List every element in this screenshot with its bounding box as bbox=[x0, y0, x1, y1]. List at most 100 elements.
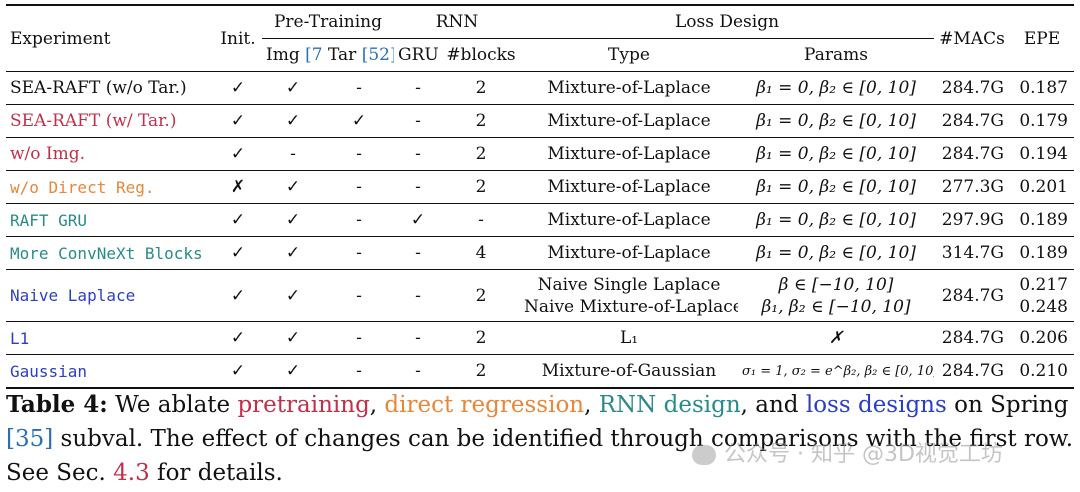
row-tar: - bbox=[324, 137, 394, 171]
row-epe-line-1: 0.217 bbox=[1019, 274, 1068, 295]
watermark: 公众号 · 知乎 @3D视觉工坊 bbox=[692, 436, 1003, 468]
row-type: Mixture-of-Laplace bbox=[520, 71, 738, 105]
row-macs: 284.7G bbox=[934, 71, 1010, 105]
row-params-line-1: β ∈ [−10, 10] bbox=[778, 274, 894, 295]
header-gru: GRU bbox=[398, 45, 439, 65]
row-params-line-2: β₁, β₂ ∈ [−10, 10] bbox=[761, 296, 911, 317]
row-experiment: w/o Direct Reg. bbox=[6, 170, 214, 204]
row-experiment: Naive Laplace bbox=[6, 269, 214, 322]
row-img: - bbox=[262, 137, 324, 171]
row-tar: ✓ bbox=[324, 104, 394, 138]
caption-label: Table 4: bbox=[6, 391, 108, 418]
row-init: ✓ bbox=[214, 137, 262, 171]
header-tar-ref: [52] bbox=[361, 45, 394, 65]
row-gru: - bbox=[394, 104, 442, 138]
header-rnn: RNN bbox=[394, 5, 520, 39]
row-blocks: 2 bbox=[442, 354, 520, 388]
row-params: β₁ = 0, β₂ ∈ [0, 10] bbox=[738, 236, 934, 270]
row-experiment: L1 bbox=[6, 321, 214, 355]
table-row: L1 ✓ ✓ - -2 L₁ ✗ 284.7G 0.206 bbox=[6, 321, 1074, 355]
row-blocks: 4 bbox=[442, 236, 520, 270]
table-row: Gaussian ✓ ✓ - -2 Mixture-of-Gaussian σ₁ = 1, … bbox=[6, 354, 1074, 388]
results-table-container: Experiment Init. Pre-Training RNN Loss D… bbox=[6, 4, 1074, 389]
caption-ref-35[interactable]: [35] bbox=[6, 426, 54, 452]
row-macs: 284.7G bbox=[934, 137, 1010, 171]
row-gru: - bbox=[394, 71, 442, 105]
row-blocks: 2 bbox=[442, 170, 520, 204]
caption-loss-designs: loss designs bbox=[805, 392, 947, 418]
row-params: β₁ = 0, β₂ ∈ [0, 10] bbox=[738, 104, 934, 138]
header-blocks: #blocks bbox=[446, 45, 516, 65]
row-type-line-1: Naive Single Laplace bbox=[537, 274, 721, 295]
row-init: ✓ bbox=[214, 71, 262, 105]
row-type: Mixture-of-Laplace bbox=[520, 203, 738, 237]
header-tar: Tar [52] bbox=[324, 39, 394, 72]
row-blocks: 2 bbox=[442, 269, 520, 322]
row-params: β₁ = 0, β₂ ∈ [0, 10] bbox=[738, 203, 934, 237]
header-params: Params bbox=[804, 45, 868, 65]
row-epe: 0.189 bbox=[1010, 236, 1074, 270]
row-gru: - bbox=[394, 354, 442, 388]
row-type: Mixture-of-Laplace bbox=[520, 137, 738, 171]
header-tar-label: Tar bbox=[328, 45, 357, 65]
header-pretraining: Pre-Training bbox=[262, 5, 394, 39]
caption-text-1: We ablate bbox=[107, 392, 238, 418]
header-macs: #MACs bbox=[939, 28, 1005, 49]
row-init: ✓ bbox=[214, 354, 262, 388]
caption-text-3: , bbox=[584, 392, 599, 418]
row-init: ✗ bbox=[214, 170, 262, 204]
row-blocks: 2 bbox=[442, 104, 520, 138]
table-header: Experiment Init. Pre-Training RNN Loss D… bbox=[6, 5, 1074, 72]
row-tar: - bbox=[324, 170, 394, 204]
row-blocks: 2 bbox=[442, 71, 520, 105]
table-body: SEA-RAFT (w/o Tar.) ✓ ✓ - -2 Mixture-of-Lapla… bbox=[6, 71, 1074, 388]
caption-text-5: on Spring bbox=[946, 392, 1069, 418]
row-tar: - bbox=[324, 354, 394, 388]
table-row: Naive Laplace ✓ ✓ - -2 Naive Single Laplace Na… bbox=[6, 269, 1074, 322]
row-experiment: Gaussian bbox=[6, 354, 214, 388]
header-type: Type bbox=[608, 45, 650, 65]
row-img: ✓ bbox=[262, 170, 324, 204]
header-img: Img [7] bbox=[262, 39, 324, 72]
row-init: ✓ bbox=[214, 104, 262, 138]
row-epe: 0.210 bbox=[1010, 354, 1074, 388]
table-row: w/o Direct Reg. ✗ ✓ - -2 Mixture-of-Laplace β₁… bbox=[6, 170, 1074, 204]
row-tar: - bbox=[324, 71, 394, 105]
wechat-icon bbox=[692, 445, 716, 465]
table-row: More ConvNeXt Blocks ✓ ✓ - -4 Mixture-of-Lapl… bbox=[6, 236, 1074, 270]
row-img: ✓ bbox=[262, 269, 324, 322]
watermark-text: 公众号 · 知乎 @3D视觉工坊 bbox=[724, 442, 1003, 467]
table-caption: Table 4: We ablate pretraining, direct r… bbox=[6, 388, 1076, 490]
ablation-table: Experiment Init. Pre-Training RNN Loss D… bbox=[6, 4, 1074, 389]
table-row: w/o Img. ✓ - - -2 Mixture-of-Laplace β₁ = 0, β… bbox=[6, 137, 1074, 171]
row-params: σ₁ = 1, σ₂ = e^β₂, β₂ ∈ [0, 10] bbox=[738, 354, 934, 388]
caption-section-ref[interactable]: 4.3 bbox=[113, 460, 150, 486]
row-img: ✓ bbox=[262, 203, 324, 237]
row-experiment: SEA-RAFT (w/ Tar.) bbox=[6, 104, 214, 138]
row-type: Mixture-of-Laplace bbox=[520, 104, 738, 138]
caption-direct-regression: direct regression bbox=[384, 392, 585, 418]
row-params: β₁ = 0, β₂ ∈ [0, 10] bbox=[738, 170, 934, 204]
row-macs: 297.9G bbox=[934, 203, 1010, 237]
row-gru: - bbox=[394, 236, 442, 270]
row-params: β₁ = 0, β₂ ∈ [0, 10] bbox=[738, 71, 934, 105]
row-gru: - bbox=[394, 321, 442, 355]
header-loss-design: Loss Design bbox=[520, 5, 934, 39]
header-epe: EPE bbox=[1023, 28, 1061, 49]
header-img-label: Img bbox=[266, 45, 300, 65]
row-tar: - bbox=[324, 236, 394, 270]
row-blocks: - bbox=[442, 203, 520, 237]
row-blocks: 2 bbox=[442, 321, 520, 355]
row-params: β ∈ [−10, 10] β₁, β₂ ∈ [−10, 10] bbox=[738, 269, 934, 322]
row-img: ✓ bbox=[262, 321, 324, 355]
row-experiment: More ConvNeXt Blocks bbox=[6, 236, 214, 270]
row-img: ✓ bbox=[262, 354, 324, 388]
caption-pretraining: pretraining bbox=[237, 392, 370, 418]
header-experiment: Experiment bbox=[10, 28, 111, 49]
caption-text-6: subval. The effect of changes can be ide… bbox=[6, 426, 1074, 486]
row-epe: 0.179 bbox=[1010, 104, 1074, 138]
table-row: RAFT GRU ✓ ✓ - ✓ - Mixture-of-Laplace β₁ = 0, β… bbox=[6, 203, 1074, 237]
row-macs: 284.7G bbox=[934, 354, 1010, 388]
row-blocks: 2 bbox=[442, 137, 520, 171]
row-epe: 0.206 bbox=[1010, 321, 1074, 355]
